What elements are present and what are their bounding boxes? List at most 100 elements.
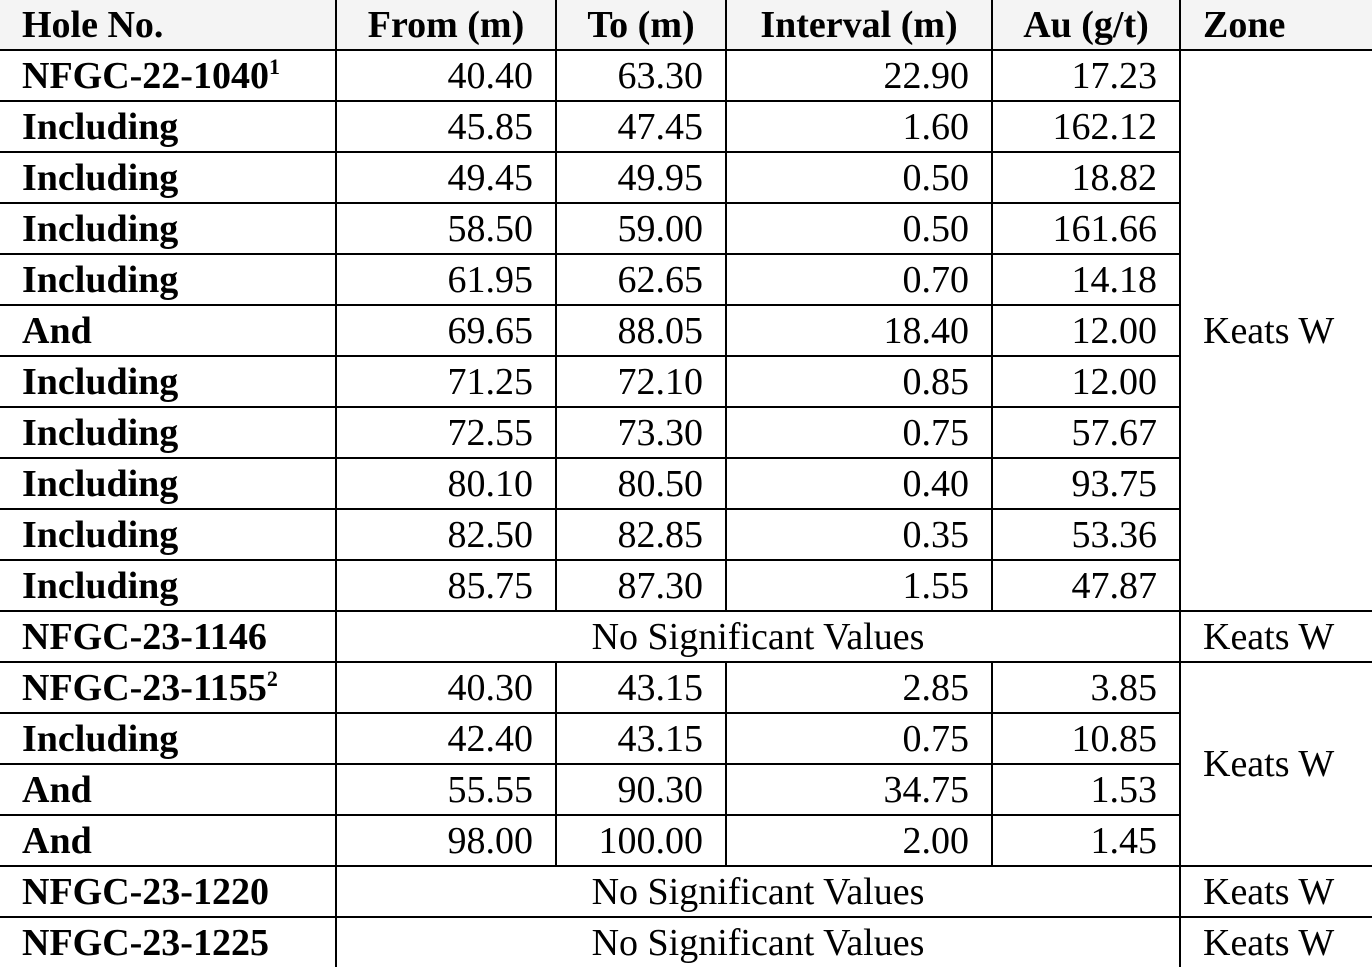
- data-row: Including 58.50 59.00 0.50 161.66: [0, 202, 1372, 255]
- au-cell: 12.00: [991, 304, 1180, 357]
- from-cell: 49.45: [335, 151, 557, 204]
- to-cell: 49.95: [555, 151, 727, 204]
- hole-cell: Including: [0, 712, 337, 765]
- footnote-mark: 1: [268, 54, 280, 79]
- zone-cell: Keats W: [1179, 49, 1372, 612]
- au-cell: 14.18: [991, 253, 1180, 306]
- interval-cell: 0.50: [725, 202, 993, 255]
- au-cell: 1.45: [991, 814, 1180, 867]
- to-cell: 100.00: [555, 814, 727, 867]
- from-cell: 40.40: [335, 49, 557, 102]
- hole-cell: NFGC-23-1225: [0, 916, 337, 967]
- hole-cell: Including: [0, 355, 337, 408]
- from-cell: 55.55: [335, 763, 557, 816]
- from-cell: 69.65: [335, 304, 557, 357]
- header-cell: Interval (m): [725, 0, 993, 51]
- to-cell: 47.45: [555, 100, 727, 153]
- to-cell: 80.50: [555, 457, 727, 510]
- hole-id: Including: [22, 513, 179, 556]
- hole-id: And: [22, 309, 92, 352]
- interval-cell: 0.75: [725, 712, 993, 765]
- hole-cell: And: [0, 763, 337, 816]
- au-cell: 47.87: [991, 559, 1180, 612]
- data-row: NFGC-23-1225 No Significant Values Keats W: [0, 916, 1372, 967]
- au-cell: 1.53: [991, 763, 1180, 816]
- data-row: Including 71.25 72.10 0.85 12.00: [0, 355, 1372, 408]
- hole-id: Including: [22, 462, 179, 505]
- from-cell: 61.95: [335, 253, 557, 306]
- result-cell: No Significant Values: [335, 610, 1181, 663]
- data-row: Including 49.45 49.95 0.50 18.82: [0, 151, 1372, 204]
- hole-id: Including: [22, 258, 179, 301]
- hole-id: Including: [22, 411, 179, 454]
- result-cell: No Significant Values: [335, 916, 1181, 967]
- hole-cell: Including: [0, 253, 337, 306]
- to-cell: 87.30: [555, 559, 727, 612]
- result-cell: No Significant Values: [335, 865, 1181, 918]
- hole-cell: Including: [0, 457, 337, 510]
- to-cell: 90.30: [555, 763, 727, 816]
- from-cell: 58.50: [335, 202, 557, 255]
- interval-cell: 0.70: [725, 253, 993, 306]
- hole-id: Including: [22, 207, 179, 250]
- hole-cell: Including: [0, 151, 337, 204]
- data-row: NFGC-23-11552 40.30 43.15 2.85 3.85 Keats W: [0, 661, 1372, 867]
- from-cell: 72.55: [335, 406, 557, 459]
- zone-cell: Keats W: [1179, 916, 1372, 967]
- data-row: Including 80.10 80.50 0.40 93.75: [0, 457, 1372, 510]
- hole-cell: Including: [0, 508, 337, 561]
- au-cell: 18.82: [991, 151, 1180, 204]
- footnote-mark: 2: [266, 666, 278, 691]
- hole-id: Including: [22, 156, 179, 199]
- interval-cell: 1.55: [725, 559, 993, 612]
- hole-cell: And: [0, 814, 337, 867]
- hole-id: NFGC-22-1040: [22, 55, 269, 97]
- from-cell: 82.50: [335, 508, 557, 561]
- au-cell: 93.75: [991, 457, 1180, 510]
- au-cell: 53.36: [991, 508, 1180, 561]
- interval-cell: 0.40: [725, 457, 993, 510]
- interval-cell: 18.40: [725, 304, 993, 357]
- to-cell: 73.30: [555, 406, 727, 459]
- to-cell: 59.00: [555, 202, 727, 255]
- hole-id: And: [22, 768, 92, 811]
- hole-cell: NFGC-23-11552: [0, 661, 337, 714]
- interval-cell: 2.00: [725, 814, 993, 867]
- to-cell: 82.85: [555, 508, 727, 561]
- hole-cell: NFGC-23-1146: [0, 610, 337, 663]
- hole-cell: Including: [0, 100, 337, 153]
- to-cell: 63.30: [555, 49, 727, 102]
- hole-id: NFGC-23-1220: [22, 870, 269, 913]
- from-cell: 98.00: [335, 814, 557, 867]
- from-cell: 85.75: [335, 559, 557, 612]
- zone-cell: Keats W: [1179, 865, 1372, 918]
- au-cell: 10.85: [991, 712, 1180, 765]
- hole-cell: NFGC-23-1220: [0, 865, 337, 918]
- zone-cell: Keats W: [1179, 661, 1372, 867]
- au-cell: 161.66: [991, 202, 1180, 255]
- data-row: And 55.55 90.30 34.75 1.53: [0, 763, 1372, 816]
- interval-cell: 0.85: [725, 355, 993, 408]
- data-row: Including 61.95 62.65 0.70 14.18: [0, 253, 1372, 306]
- from-cell: 80.10: [335, 457, 557, 510]
- interval-cell: 0.35: [725, 508, 993, 561]
- au-cell: 3.85: [991, 661, 1181, 714]
- data-row: And 69.65 88.05 18.40 12.00: [0, 304, 1372, 357]
- to-cell: 43.15: [555, 661, 727, 714]
- hole-id: Including: [22, 564, 179, 607]
- header-row: Hole No. From (m) To (m) Interval (m) Au (g/…: [0, 0, 1372, 51]
- hole-cell: Including: [0, 202, 337, 255]
- hole-id: NFGC-23-1146: [22, 615, 267, 658]
- to-cell: 62.65: [555, 253, 727, 306]
- interval-cell: 2.85: [725, 661, 993, 714]
- to-cell: 72.10: [555, 355, 727, 408]
- to-cell: 43.15: [555, 712, 727, 765]
- from-cell: 42.40: [335, 712, 557, 765]
- data-row: NFGC-23-1220 No Significant Values Keats W: [0, 865, 1372, 918]
- data-row: Including 85.75 87.30 1.55 47.87: [0, 559, 1372, 612]
- interval-cell: 34.75: [725, 763, 993, 816]
- data-row: NFGC-22-10401 40.40 63.30 22.90 17.23 Keats W: [0, 49, 1372, 612]
- header-cell: Hole No.: [0, 0, 337, 51]
